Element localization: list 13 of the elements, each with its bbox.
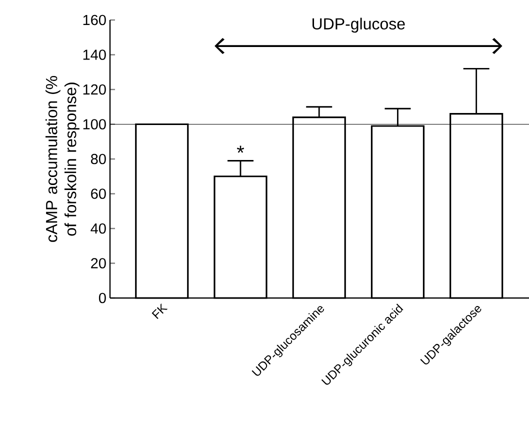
annotation: UDP-glucose — [312, 18, 405, 33]
y-tick-label: 100 — [83, 119, 106, 130]
y-tick-label: 80 — [90, 154, 106, 164]
annotation: * — [236, 146, 244, 153]
y-tick-label: 40 — [90, 223, 106, 234]
y-tick-label: 160 — [83, 14, 106, 26]
y-tick-label: 0 — [98, 292, 106, 304]
y-tick-label: 140 — [83, 50, 106, 60]
y-tick-label: 20 — [91, 258, 106, 268]
y-axis-title: cAMP accumulation (% of forskolin response) — [46, 76, 80, 242]
y-tick-label: 60 — [91, 188, 106, 199]
y-tick-label: 120 — [83, 84, 106, 95]
x-tick-label: FK — [152, 303, 168, 319]
